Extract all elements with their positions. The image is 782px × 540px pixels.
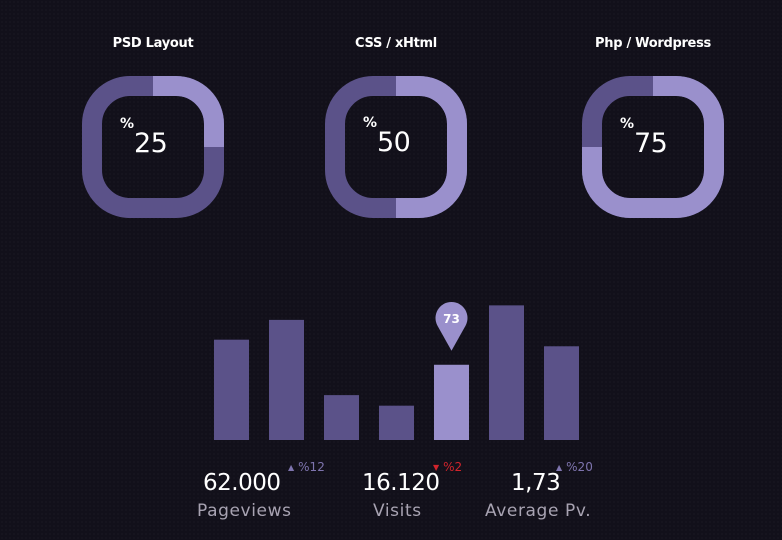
gauge-percent-symbol: % — [120, 116, 135, 132]
gauge-title: Php / Wordpress — [595, 36, 711, 51]
bar-highlighted[interactable] — [434, 364, 469, 440]
gauge-fill — [82, 76, 224, 218]
delta-value: %2 — [443, 460, 463, 474]
arrow-up-icon: ▲ — [556, 463, 563, 472]
gauge-title: PSD Layout — [112, 36, 194, 51]
pageviews-delta: ▲ %12 — [288, 460, 325, 474]
average-pv-number: 1,73 — [511, 470, 561, 496]
gauge-css-xhtml: CSS / xHtml % 50 — [306, 36, 486, 226]
pageviews-number: 62.000 — [203, 470, 281, 496]
gauge-ring — [325, 76, 467, 218]
bar[interactable] — [379, 405, 414, 440]
average-pv-label: Average Pv. — [485, 501, 592, 521]
delta-value: %20 — [566, 460, 593, 474]
visits-label: Visits — [373, 501, 422, 521]
gauge-fill — [325, 76, 467, 218]
average-pv-delta: ▲ %20 — [556, 460, 593, 474]
gauge-ring — [82, 76, 224, 218]
gauge-psd-layout: PSD Layout % 25 — [63, 36, 243, 226]
visits-number: 16.120 — [362, 470, 440, 496]
gauge-php-wordpress: Php / Wordpress % 75 — [563, 36, 743, 226]
gauge-value: 25 — [134, 128, 168, 159]
arrow-down-icon: ▼ — [433, 463, 440, 472]
visits-delta: ▼ %2 — [433, 460, 462, 474]
gauge-value: 75 — [634, 128, 668, 159]
gauge-value: 50 — [377, 127, 411, 158]
value-marker-pin — [435, 302, 468, 351]
arrow-up-icon: ▲ — [288, 463, 295, 472]
bar[interactable] — [269, 319, 304, 440]
gauge-percent-symbol: % — [620, 116, 635, 132]
gauge-fill — [582, 76, 724, 218]
gauge-percent-symbol: % — [363, 115, 378, 131]
bar[interactable] — [214, 339, 249, 440]
delta-value: %12 — [298, 460, 325, 474]
value-marker-label: 73 — [443, 312, 460, 326]
gauge-ring — [582, 76, 724, 218]
pageviews-label: Pageviews — [197, 501, 292, 521]
bar[interactable] — [544, 346, 579, 440]
gauge-title: CSS / xHtml — [355, 36, 437, 51]
bar[interactable] — [324, 395, 359, 440]
bar[interactable] — [489, 305, 524, 440]
